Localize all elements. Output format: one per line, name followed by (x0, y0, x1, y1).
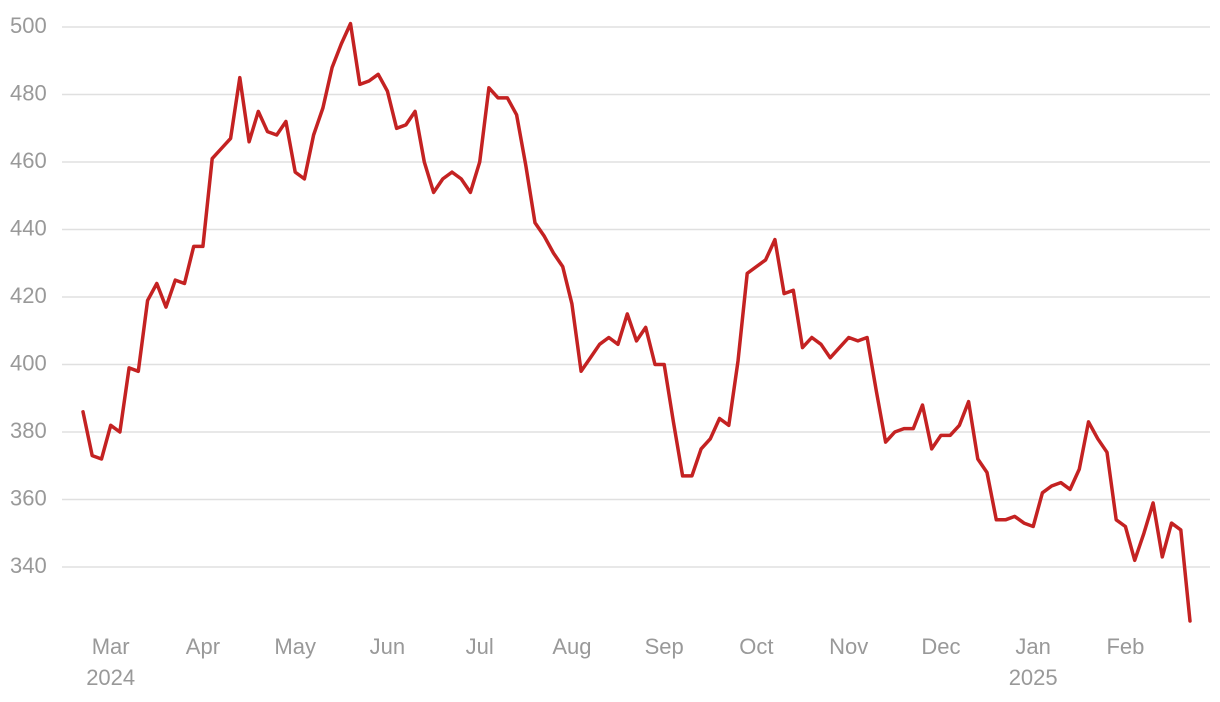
y-tick-label: 500 (10, 13, 47, 38)
x-tick-label: Mar (92, 634, 130, 659)
x-tick-label: Feb (1106, 634, 1144, 659)
y-tick-label: 360 (10, 485, 47, 510)
y-tick-label: 420 (10, 283, 47, 308)
price-line (81, 21, 1192, 623)
x-year-label: 2024 (86, 665, 135, 690)
y-tick-label: 440 (10, 215, 47, 240)
x-tick-label: Nov (829, 634, 868, 659)
x-tick-label: Oct (739, 634, 773, 659)
x-tick-label: Apr (186, 634, 220, 659)
y-tick-label: 340 (10, 553, 47, 578)
x-tick-label: Dec (921, 634, 960, 659)
x-tick-label: Jan (1015, 634, 1050, 659)
y-tick-label: 460 (10, 148, 47, 173)
x-tick-label: May (274, 634, 316, 659)
y-tick-label: 480 (10, 80, 47, 105)
x-tick-label: Jun (370, 634, 405, 659)
x-tick-label: Aug (552, 634, 591, 659)
y-tick-label: 400 (10, 350, 47, 375)
x-tick-label: Jul (466, 634, 494, 659)
y-tick-label: 380 (10, 418, 47, 443)
x-year-label: 2025 (1009, 665, 1058, 690)
x-tick-label: Sep (645, 634, 684, 659)
